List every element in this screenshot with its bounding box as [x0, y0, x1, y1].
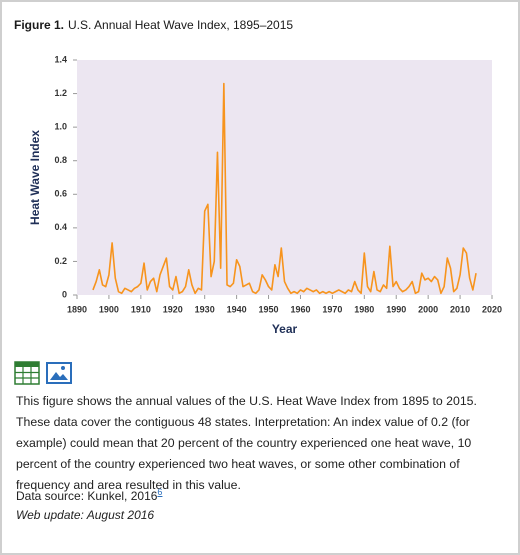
- web-update: Web update: August 2016: [16, 508, 155, 522]
- description: This figure shows the annual values of t…: [16, 394, 477, 492]
- x-tick-label: 1920: [163, 304, 183, 314]
- y-tick-label: 0: [62, 289, 67, 299]
- y-axis-label: Heat Wave Index: [28, 130, 42, 225]
- y-tick-label: 0.2: [54, 256, 67, 266]
- x-tick-label: 1950: [259, 304, 279, 314]
- data-line: [92, 82, 477, 295]
- data-table-icon[interactable]: [14, 361, 40, 385]
- plot-area: [77, 60, 492, 295]
- y-tick-label: 0.6: [54, 189, 67, 199]
- x-tick-label: 2020: [482, 304, 502, 314]
- figure-label: Figure 1.: [14, 18, 64, 32]
- data-source: Data source: Kunkel, 20166: [16, 487, 162, 503]
- x-tick-label: 1890: [67, 304, 87, 314]
- y-tick-label: 1.2: [54, 88, 67, 98]
- x-tick-label: 1970: [322, 304, 342, 314]
- x-tick-label: 1990: [386, 304, 406, 314]
- y-tick-label: 1.0: [54, 122, 67, 132]
- x-tick-label: 1930: [195, 304, 215, 314]
- y-tick-label: 1.4: [54, 54, 67, 64]
- x-tick-label: 2010: [450, 304, 470, 314]
- icons: [14, 361, 72, 385]
- chart: Figure 1. U.S. Annual Heat Wave Index, 18…: [14, 18, 502, 336]
- chart-title: U.S. Annual Heat Wave Index, 1895–2015: [68, 18, 293, 32]
- x-tick-label: 2000: [418, 304, 438, 314]
- x-tick-label: 1940: [227, 304, 247, 314]
- x-axis-label: Year: [272, 322, 298, 336]
- x-tick-label: 1980: [354, 304, 374, 314]
- x-tick-label: 1900: [99, 304, 119, 314]
- y-tick-label: 0.4: [54, 222, 67, 232]
- figure-title: Figure 1. U.S. Annual Heat Wave Index, 18…: [14, 18, 293, 32]
- data-source-text: Data source: Kunkel, 2016: [16, 489, 158, 503]
- x-tick-label: 1910: [131, 304, 151, 314]
- footnote-link[interactable]: 6: [157, 487, 163, 497]
- y-tick-label: 0.8: [54, 155, 67, 165]
- x-tick-label: 1960: [290, 304, 310, 314]
- image-icon[interactable]: [46, 362, 72, 384]
